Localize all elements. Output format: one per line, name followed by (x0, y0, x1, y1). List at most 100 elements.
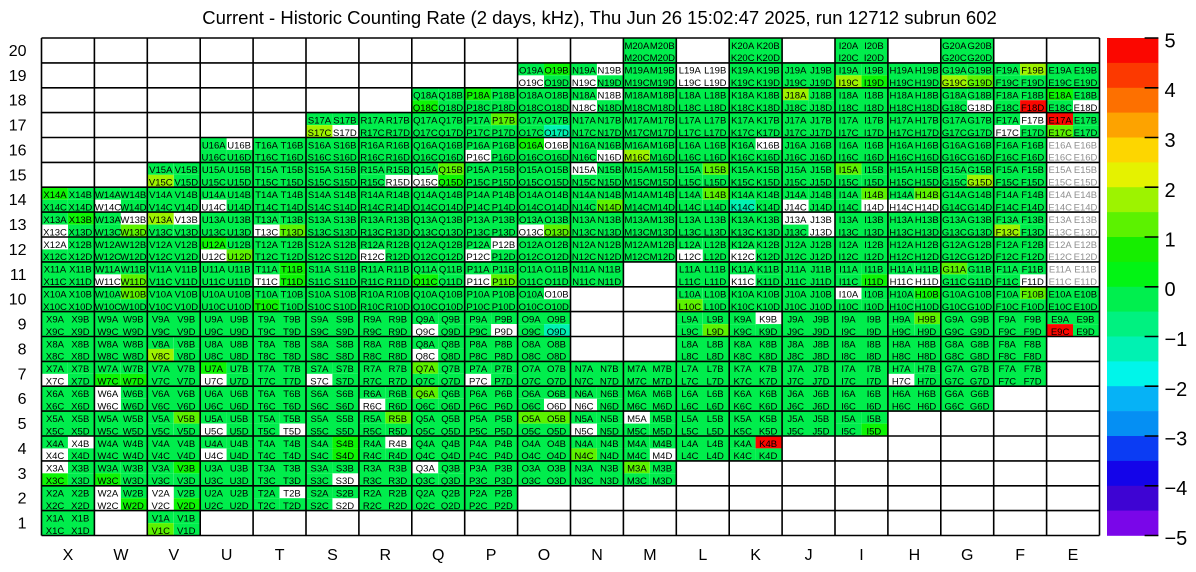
svg-text:L14D: L14D (704, 202, 727, 213)
svg-text:P16B: P16B (492, 140, 515, 151)
svg-text:G19B: G19B (968, 66, 992, 77)
svg-text:R8C: R8C (363, 352, 382, 363)
svg-text:Q5B: Q5B (441, 414, 460, 425)
svg-text:G9A: G9A (945, 314, 965, 325)
svg-text:T10A: T10A (255, 290, 278, 301)
svg-text:Q2A: Q2A (416, 489, 436, 500)
svg-text:Q14D: Q14D (438, 202, 463, 213)
svg-text:K9A: K9A (734, 314, 753, 325)
svg-text:4: 4 (1165, 80, 1176, 102)
svg-text:P: P (486, 547, 497, 564)
svg-text:G6A: G6A (945, 389, 965, 400)
svg-text:X12A: X12A (43, 240, 67, 251)
svg-text:O12B: O12B (544, 240, 568, 251)
svg-text:U4C: U4C (204, 451, 223, 462)
svg-text:V15B: V15B (175, 165, 198, 176)
svg-text:G13B: G13B (968, 215, 992, 226)
svg-text:K15A: K15A (731, 165, 755, 176)
svg-text:I9A: I9A (841, 314, 856, 325)
svg-text:Q15B: Q15B (439, 165, 463, 176)
svg-text:G11A: G11A (943, 265, 967, 276)
svg-text:N18A: N18A (572, 91, 596, 102)
svg-text:T13D: T13D (280, 227, 303, 238)
svg-text:K11C: K11C (731, 277, 754, 288)
svg-text:G20B: G20B (968, 41, 992, 52)
svg-text:M20B: M20B (650, 41, 675, 52)
svg-text:P7B: P7B (495, 364, 513, 375)
svg-text:N18B: N18B (598, 91, 622, 102)
svg-text:N4B: N4B (600, 439, 618, 450)
svg-text:K10A: K10A (731, 290, 755, 301)
svg-text:M15D: M15D (650, 178, 675, 189)
svg-text:J6C: J6C (787, 401, 804, 412)
svg-text:G8B: G8B (970, 339, 989, 350)
svg-text:O19C: O19C (519, 78, 544, 89)
svg-text:5: 5 (18, 416, 27, 433)
svg-text:L4D: L4D (706, 451, 724, 462)
svg-text:Q11C: Q11C (413, 277, 437, 288)
svg-text:L14A: L14A (679, 190, 702, 201)
svg-text:F19A: F19A (996, 66, 1019, 77)
svg-text:X3C: X3C (46, 476, 65, 487)
svg-text:X6A: X6A (46, 389, 65, 400)
svg-text:V14C: V14C (149, 202, 173, 213)
svg-text:V11C: V11C (149, 277, 172, 288)
svg-text:O13D: O13D (544, 227, 569, 238)
svg-text:G13A: G13A (942, 215, 967, 226)
svg-text:U: U (221, 547, 233, 564)
svg-text:J6B: J6B (813, 389, 829, 400)
svg-text:S15A: S15A (308, 165, 332, 176)
svg-text:U9D: U9D (230, 327, 249, 338)
svg-text:U7C: U7C (204, 377, 223, 388)
svg-text:U9A: U9A (204, 314, 223, 325)
svg-text:K8B: K8B (759, 339, 777, 350)
svg-text:V14A: V14A (149, 190, 173, 201)
svg-text:L13B: L13B (704, 215, 726, 226)
svg-text:−5: −5 (1165, 528, 1188, 550)
svg-text:F16C: F16C (996, 153, 1019, 164)
svg-text:N11C: N11C (572, 277, 596, 288)
svg-text:Q6C: Q6C (416, 401, 436, 412)
svg-text:O12C: O12C (519, 252, 544, 263)
svg-text:F19D: F19D (1021, 78, 1044, 89)
svg-text:Q12C: Q12C (413, 252, 438, 263)
svg-text:V13B: V13B (175, 215, 198, 226)
svg-text:K13C: K13C (731, 227, 755, 238)
svg-text:N16B: N16B (598, 140, 622, 151)
svg-text:X4A: X4A (46, 439, 65, 450)
svg-text:O13C: O13C (519, 227, 544, 238)
svg-text:V4A: V4A (152, 439, 171, 450)
svg-text:N12D: N12D (597, 252, 621, 263)
svg-text:R12B: R12B (386, 240, 410, 251)
svg-text:K7D: K7D (759, 377, 778, 388)
svg-text:E11D: E11D (1074, 277, 1097, 288)
svg-text:X11D: X11D (69, 277, 92, 288)
svg-text:R14A: R14A (361, 190, 385, 201)
svg-text:J5C: J5C (787, 426, 804, 437)
svg-text:R17B: R17B (386, 115, 410, 126)
svg-text:N13B: N13B (598, 215, 622, 226)
svg-text:G12C: G12C (942, 252, 967, 263)
svg-text:N15C: N15C (572, 178, 596, 189)
svg-text:Q11B: Q11B (439, 265, 463, 276)
svg-text:T: T (275, 547, 285, 564)
svg-text:N12C: N12C (572, 252, 596, 263)
svg-text:V2C: V2C (152, 501, 171, 512)
svg-text:T8D: T8D (283, 352, 301, 363)
svg-text:J6A: J6A (787, 389, 804, 400)
svg-text:J12D: J12D (810, 252, 832, 263)
svg-text:U16C: U16C (202, 153, 226, 164)
svg-text:M7B: M7B (653, 364, 673, 375)
svg-text:J13B: J13B (810, 215, 832, 226)
svg-text:S15C: S15C (308, 178, 332, 189)
svg-text:5: 5 (1165, 31, 1176, 53)
svg-text:V11A: V11A (150, 265, 173, 276)
svg-text:K9B: K9B (759, 314, 777, 325)
svg-text:J13C: J13C (785, 227, 807, 238)
svg-text:X12B: X12B (69, 240, 92, 251)
svg-text:M15C: M15C (624, 178, 649, 189)
svg-text:X7C: X7C (46, 377, 65, 388)
svg-text:G9C: G9C (945, 327, 965, 338)
svg-text:I8D: I8D (867, 352, 882, 363)
svg-text:R17A: R17A (361, 115, 385, 126)
